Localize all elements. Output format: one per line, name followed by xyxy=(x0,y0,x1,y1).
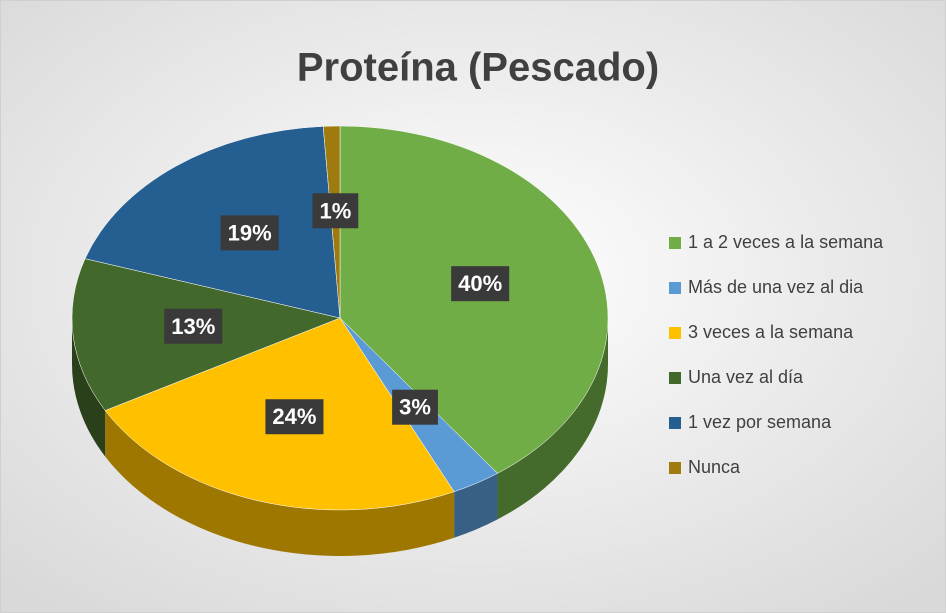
data-label: 19% xyxy=(228,220,272,245)
data-label: 40% xyxy=(458,271,502,296)
legend-swatch xyxy=(669,237,681,249)
legend-label: 1 a 2 veces a la semana xyxy=(688,232,884,252)
slice-side xyxy=(105,410,455,557)
legend-swatch xyxy=(669,372,681,384)
legend-label: 1 vez por semana xyxy=(688,412,832,432)
data-label-box xyxy=(164,308,223,344)
legend-label: Nunca xyxy=(688,457,741,477)
data-label-box xyxy=(312,193,359,229)
legend-swatch xyxy=(669,462,681,474)
slice-side xyxy=(497,318,608,520)
data-label: 24% xyxy=(272,404,316,429)
slice-side xyxy=(454,473,498,538)
data-label-box xyxy=(451,266,510,302)
legend-label: 3 veces a la semana xyxy=(688,322,854,342)
data-label: 13% xyxy=(171,314,215,339)
legend-swatch xyxy=(669,417,681,429)
chart-title: Proteína (Pescado) xyxy=(297,46,659,90)
slice xyxy=(84,126,341,319)
legend-label: Una vez al día xyxy=(688,367,804,387)
data-label-box xyxy=(265,399,324,435)
legend-swatch xyxy=(669,282,681,294)
data-label-box xyxy=(220,215,279,251)
data-label-box xyxy=(392,389,438,425)
slice-side xyxy=(72,318,106,457)
legend-swatch xyxy=(669,327,681,339)
legend-label: Más de una vez al dia xyxy=(688,277,864,297)
data-label: 1% xyxy=(319,198,351,223)
data-label: 3% xyxy=(399,395,431,420)
